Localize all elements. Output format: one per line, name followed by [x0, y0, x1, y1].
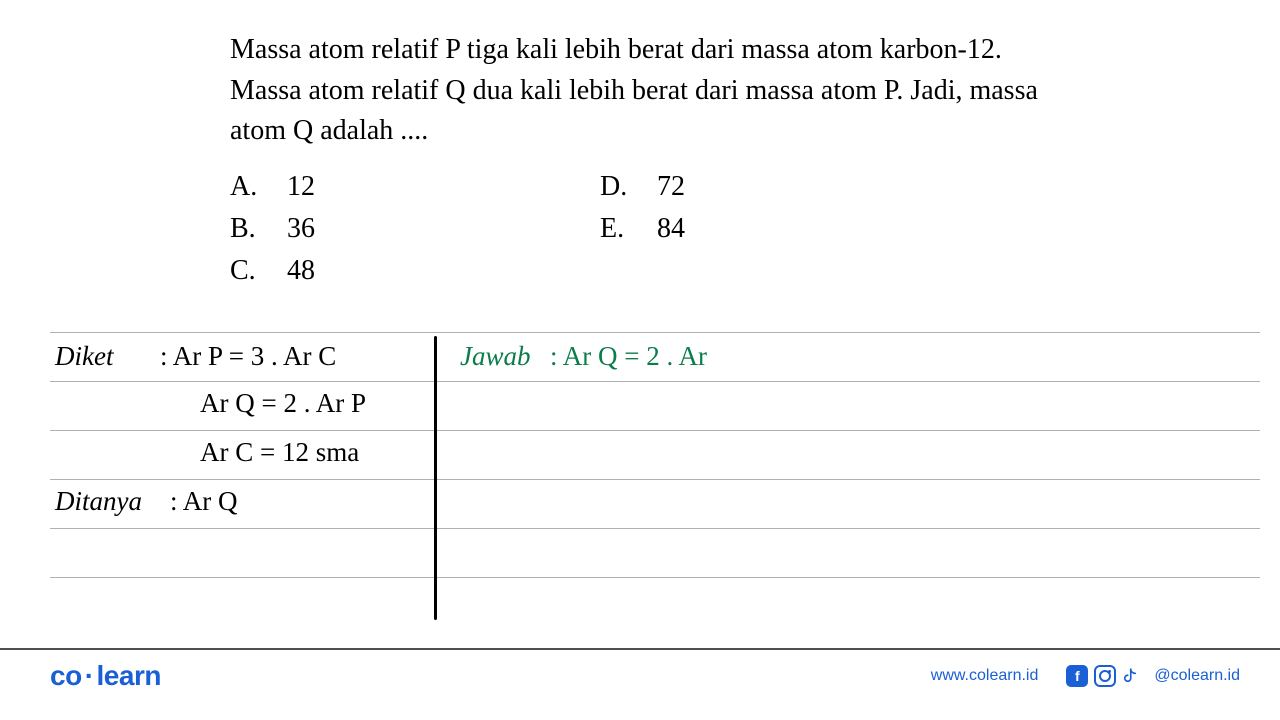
brand-part-1: co: [50, 660, 82, 691]
ruled-line: [50, 332, 1260, 333]
options-row: A. 12 B. 36 C. 48 D. 72 E. 84: [230, 166, 1050, 292]
instagram-icon[interactable]: [1094, 665, 1116, 687]
diket-label: Diket: [55, 341, 113, 372]
brand-dot: ·: [82, 660, 97, 691]
ditanya-label: Ditanya: [55, 486, 142, 517]
brand-part-2: learn: [97, 660, 161, 691]
option-letter: B.: [230, 208, 270, 250]
option-e: E. 84: [600, 208, 685, 250]
option-d: D. 72: [600, 166, 685, 208]
ruled-line: [50, 381, 1260, 382]
option-value: 12: [277, 166, 315, 208]
question-text: Massa atom relatif P tiga kali lebih ber…: [230, 30, 1050, 152]
option-value: 72: [647, 166, 685, 208]
footer: co·learn www.colearn.id f @colearn.id: [0, 648, 1280, 710]
footer-right: www.colearn.id f @colearn.id: [931, 665, 1240, 687]
tiktok-icon[interactable]: [1122, 665, 1144, 687]
vertical-divider: [434, 336, 437, 620]
option-b: B. 36: [230, 208, 600, 250]
option-letter: A.: [230, 166, 270, 208]
ditanya-value: : Ar Q: [170, 486, 238, 517]
ruled-line: [50, 577, 1260, 578]
jawab-label: Jawab: [460, 341, 531, 372]
facebook-icon[interactable]: f: [1066, 665, 1088, 687]
diket-line-1: : Ar P = 3 . Ar C: [160, 341, 336, 372]
option-letter: D.: [600, 166, 640, 208]
diket-line-3: Ar C = 12 sma: [200, 437, 359, 468]
jawab-value: : Ar Q = 2 . Ar: [550, 341, 707, 372]
brand-logo: co·learn: [50, 660, 161, 692]
ruled-line: [50, 479, 1260, 480]
ruled-line: [50, 430, 1260, 431]
option-c: C. 48: [230, 250, 600, 292]
option-a: A. 12: [230, 166, 600, 208]
option-letter: E.: [600, 208, 640, 250]
option-letter: C.: [230, 250, 270, 292]
ruled-line: [50, 528, 1260, 529]
diket-line-2: Ar Q = 2 . Ar P: [200, 388, 366, 419]
options-col-left: A. 12 B. 36 C. 48: [230, 166, 600, 292]
option-value: 48: [277, 250, 315, 292]
social-handle: @colearn.id: [1154, 667, 1240, 685]
option-value: 84: [647, 208, 685, 250]
option-value: 36: [277, 208, 315, 250]
website-link[interactable]: www.colearn.id: [931, 667, 1039, 685]
options-col-right: D. 72 E. 84: [600, 166, 685, 292]
question-area: Massa atom relatif P tiga kali lebih ber…: [0, 0, 1280, 312]
social-links: f @colearn.id: [1066, 665, 1240, 687]
